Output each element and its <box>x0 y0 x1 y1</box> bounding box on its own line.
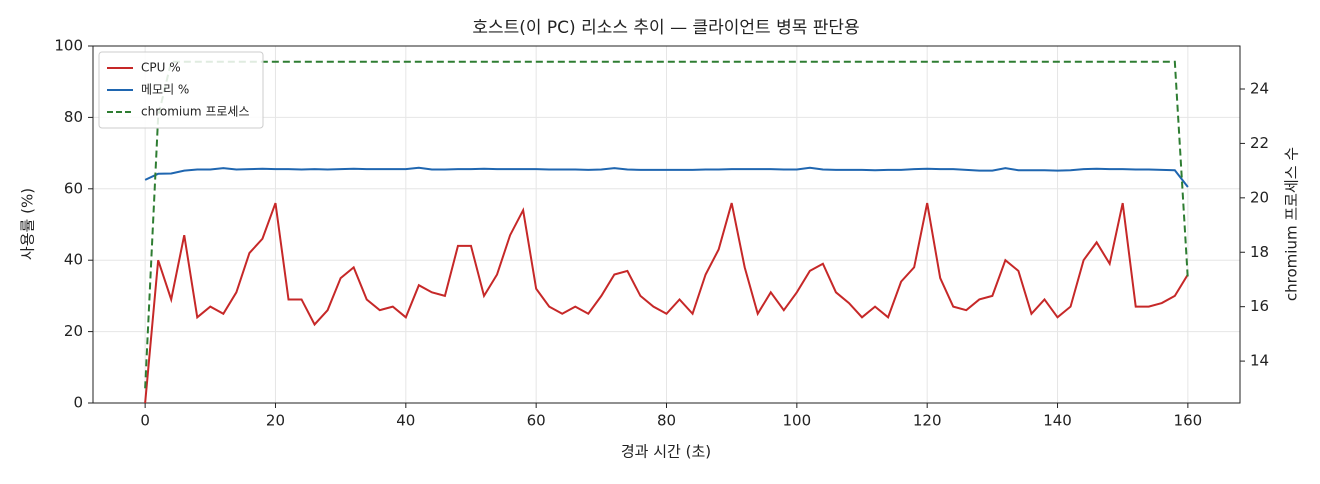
data-line <box>144 60 1189 389</box>
y2-tick-label: 24 <box>1250 79 1269 97</box>
x-tick-label: 140 <box>1043 412 1072 430</box>
x-tick-label: 80 <box>657 412 676 430</box>
y-tick-label: 60 <box>64 179 83 197</box>
y2-axis-label: chromium 프로세스 수 <box>1283 147 1301 301</box>
data-line <box>144 166 1189 188</box>
x-tick-label: 160 <box>1174 412 1203 430</box>
y2-tick-label: 16 <box>1250 297 1269 315</box>
y-tick-label: 40 <box>64 251 83 269</box>
y-tick-label: 0 <box>73 394 83 412</box>
legend-label: chromium 프로세스 <box>141 105 250 119</box>
legend-label: CPU % <box>141 61 181 75</box>
y-axis-label: 사용률 (%) <box>19 188 37 260</box>
plot-frame <box>92 45 1241 404</box>
chart-title: 호스트(이 PC) 리소스 추이 — 클라이언트 병목 판단용 <box>472 18 859 38</box>
legend-label: 메모리 % <box>141 83 189 97</box>
x-tick-label: 60 <box>527 412 546 430</box>
y-tick-label: 20 <box>64 322 83 340</box>
x-tick-label: 120 <box>913 412 942 430</box>
y-tick-label: 80 <box>64 108 83 126</box>
x-tick-label: 40 <box>396 412 415 430</box>
legend-box <box>98 51 264 129</box>
y2-tick-label: 20 <box>1250 188 1269 206</box>
data-line <box>144 202 1189 404</box>
x-tick-label: 100 <box>783 412 812 430</box>
y2-tick-label: 18 <box>1250 243 1269 261</box>
y2-tick-label: 22 <box>1250 134 1269 152</box>
y-tick-label: 100 <box>54 37 83 55</box>
x-tick-label: 20 <box>266 412 285 430</box>
x-tick-label: 0 <box>140 412 150 430</box>
x-axis-label: 경과 시간 (초) <box>621 443 711 461</box>
y2-tick-label: 14 <box>1250 352 1269 370</box>
